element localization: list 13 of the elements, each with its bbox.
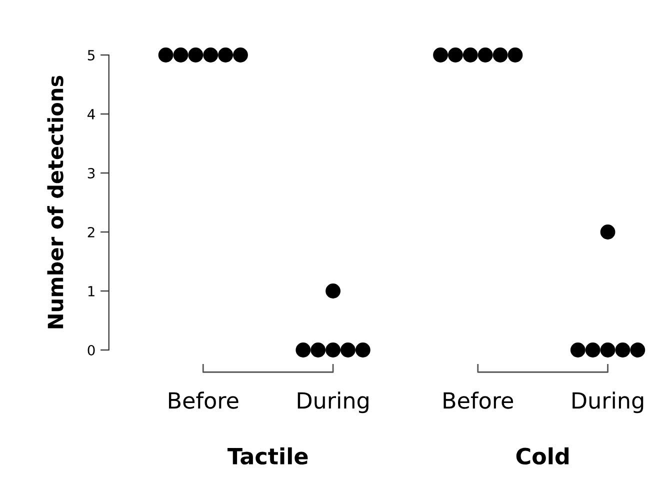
text: Tactile: [227, 447, 308, 465]
x-tick-label: During: [572, 392, 644, 414]
y-tick-label: 5: [88, 50, 94, 60]
y-axis-title: Number of detections: [47, 76, 64, 328]
y-tick-label: 4: [88, 109, 95, 120]
y-tick-label: 2: [88, 226, 94, 238]
y-tick-label: 1: [88, 286, 94, 296]
y-tick-label: 3: [88, 168, 95, 178]
x-tick-label: During: [298, 392, 368, 414]
y-tick-label: 0: [88, 344, 95, 356]
x-tick-label: Before: [444, 392, 514, 409]
text: Cold: [516, 447, 569, 465]
x-tick-label: Before: [168, 392, 238, 409]
